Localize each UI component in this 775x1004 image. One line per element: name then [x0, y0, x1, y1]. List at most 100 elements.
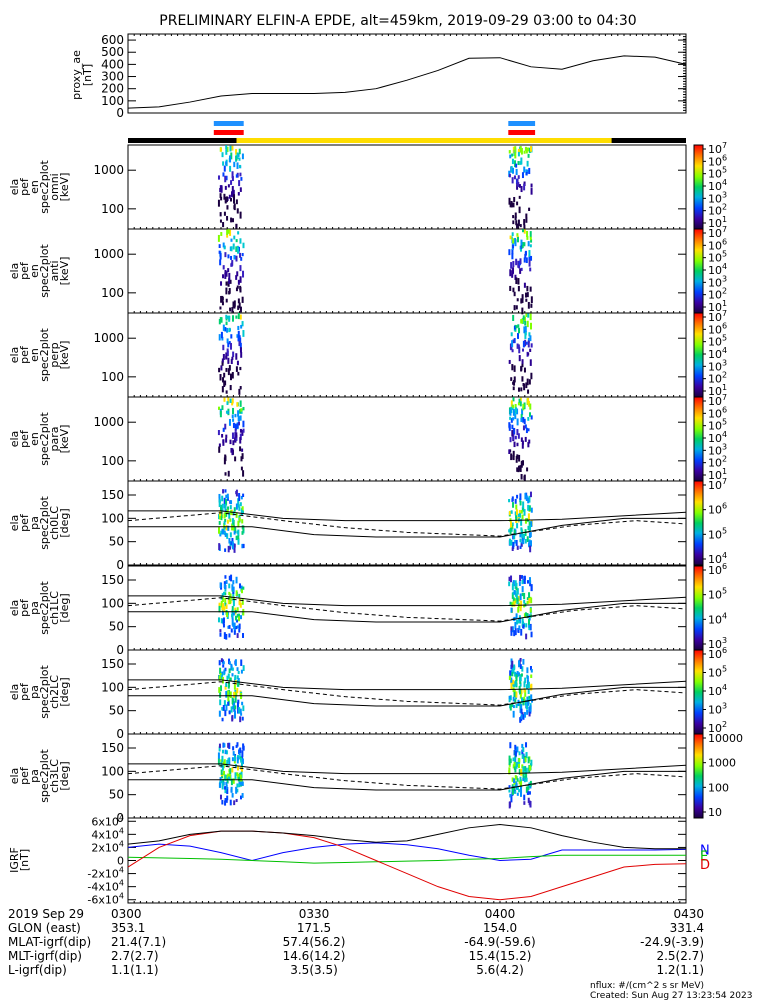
heat-cell [236, 402, 239, 407]
heat-cell [518, 184, 521, 188]
heat-cell [225, 281, 228, 286]
heat-cell [236, 334, 239, 338]
heat-cell [224, 272, 227, 279]
heat-cell [219, 691, 222, 698]
heat-cell [514, 628, 517, 636]
heat-cell [514, 756, 517, 764]
colorbar-tick-label: 106 [708, 321, 727, 336]
heat-cell [230, 706, 233, 713]
heat-cell [233, 198, 236, 204]
heat-cell [519, 533, 522, 538]
heat-cell [509, 704, 512, 711]
colorbar-tick-label: 107 [708, 477, 727, 492]
heat-cell [239, 747, 242, 753]
heat-cell [523, 509, 526, 516]
heat-cell [511, 547, 514, 551]
colorbar-tick-label: 106 [708, 237, 727, 252]
heat-cell [223, 211, 226, 216]
heat-cell [514, 768, 517, 773]
heat-cell [513, 376, 516, 383]
heat-cell [235, 489, 238, 497]
heat-cell [514, 750, 517, 757]
heat-cell [224, 455, 227, 462]
heat-cell [237, 279, 240, 285]
heat-cell [509, 670, 512, 678]
heat-cell [231, 614, 234, 618]
heat-cell [232, 440, 235, 446]
heat-cell [234, 680, 237, 686]
heat-cell [522, 698, 525, 703]
heat-cell [516, 429, 519, 436]
heat-cell [528, 532, 531, 539]
heat-cell [221, 362, 224, 366]
science-bar-blue [508, 121, 536, 126]
heat-cell [511, 702, 514, 708]
heat-cell [241, 253, 244, 257]
heat-cell [234, 437, 237, 442]
heat-cell [225, 704, 228, 711]
heat-cell [239, 408, 242, 414]
heat-cell [519, 674, 522, 682]
heat-cell [523, 242, 526, 247]
heat-cell [239, 433, 242, 441]
heat-cell [236, 360, 239, 366]
heat-cell [232, 591, 235, 598]
heat-cell [240, 781, 243, 786]
heat-cell [520, 460, 523, 466]
heat-cell [527, 756, 530, 764]
heat-cell [508, 581, 511, 587]
heat-cell [530, 296, 533, 304]
heat-cell [527, 513, 530, 521]
heat-cell [525, 257, 528, 264]
heat-cell [514, 598, 517, 604]
heat-cell [512, 220, 515, 225]
heat-cell [510, 795, 513, 803]
heat-cell [519, 545, 522, 549]
heat-cell [508, 170, 511, 177]
heat-cell [237, 247, 240, 254]
heat-cell [223, 669, 226, 674]
time-axis-header: MLT-igrf(dip) [8, 949, 82, 963]
loss-cone-line [128, 517, 686, 538]
heat-cell [515, 504, 518, 510]
colorbar-tick-label: 103 [708, 190, 727, 205]
heat-cell [522, 773, 525, 779]
heat-cell [229, 597, 232, 605]
y-axis-label: elapefpaspec2plotch3LC[deg] [8, 749, 71, 803]
colorbar-tick-label: 101 [708, 467, 727, 482]
heat-cell [236, 607, 239, 612]
heat-cell [527, 313, 530, 318]
y-tick-label: 100 [101, 94, 124, 108]
heat-cell [236, 613, 239, 618]
heat-cell [235, 199, 238, 205]
heat-cell [223, 512, 226, 519]
heat-cell [227, 229, 230, 234]
heat-cell [515, 305, 518, 310]
heat-cell [231, 767, 234, 773]
heat-cell [223, 521, 226, 525]
heat-cell [241, 701, 244, 706]
colorbar-tick-label: 102 [708, 720, 727, 735]
heat-cell [231, 716, 234, 722]
heat-cell [229, 546, 232, 550]
heat-cell [219, 629, 222, 633]
heat-cell [528, 147, 531, 153]
heat-cell [508, 755, 511, 761]
heat-cell [228, 538, 231, 544]
spectrogram-panel-ela_pef_en_spec2plot_perp: 1001000elapefenspec2plotperp[keV]1011021… [8, 309, 727, 398]
heat-cell [520, 365, 523, 371]
heat-cell [221, 717, 224, 722]
heat-cell [218, 244, 221, 249]
heat-cell [230, 786, 233, 793]
heat-cell [237, 682, 240, 687]
heat-cell [530, 372, 533, 380]
heat-cell [526, 709, 529, 715]
y-tick-label: 300 [101, 70, 124, 84]
heat-cell [509, 437, 512, 443]
heat-cell [519, 224, 522, 228]
heat-cell [512, 428, 515, 435]
heat-cell [225, 410, 228, 414]
heat-cell [522, 747, 525, 752]
heat-cell [525, 217, 528, 223]
heat-cell [514, 781, 517, 786]
